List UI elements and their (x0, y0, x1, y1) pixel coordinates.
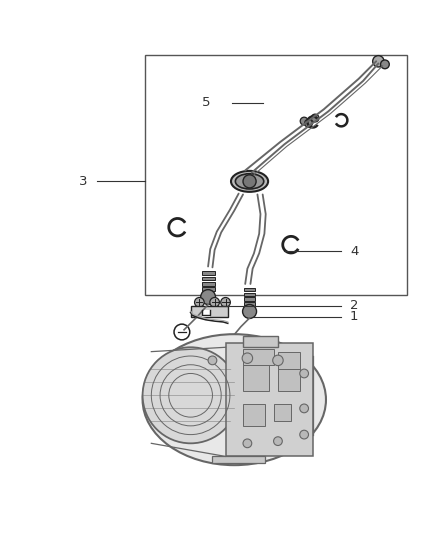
Text: 4: 4 (350, 245, 358, 258)
Bar (243, 404, 265, 426)
Circle shape (311, 114, 319, 122)
Circle shape (243, 175, 256, 188)
Circle shape (210, 297, 219, 307)
Ellipse shape (231, 171, 268, 192)
Bar (201, 282, 215, 286)
Circle shape (242, 353, 253, 364)
Circle shape (243, 439, 252, 448)
Bar (191, 306, 228, 317)
Text: 5: 5 (201, 96, 210, 109)
Circle shape (304, 119, 312, 127)
Circle shape (243, 304, 257, 318)
Bar (244, 302, 255, 306)
Bar (201, 271, 215, 275)
Ellipse shape (235, 174, 264, 189)
Bar (244, 297, 255, 301)
Circle shape (300, 404, 308, 413)
Bar (201, 287, 215, 291)
Bar (278, 352, 300, 369)
Text: 3: 3 (79, 175, 88, 188)
Circle shape (273, 355, 283, 366)
Circle shape (194, 297, 204, 307)
Bar (244, 293, 255, 296)
Circle shape (201, 289, 215, 304)
Bar (226, 343, 313, 456)
Circle shape (300, 430, 308, 439)
Bar (145, 55, 407, 295)
Bar (243, 336, 278, 348)
Bar (244, 288, 255, 292)
Bar (274, 404, 291, 422)
Text: 2: 2 (350, 300, 358, 312)
Ellipse shape (143, 334, 326, 465)
Bar (201, 310, 210, 317)
Circle shape (381, 60, 389, 69)
Circle shape (300, 117, 308, 125)
Circle shape (208, 356, 217, 365)
Circle shape (221, 297, 230, 307)
Ellipse shape (143, 348, 239, 443)
Bar (243, 350, 274, 365)
Bar (278, 369, 300, 391)
Bar (201, 277, 215, 280)
Circle shape (274, 437, 283, 446)
Bar (212, 456, 265, 463)
Circle shape (373, 55, 384, 67)
Text: 1: 1 (350, 310, 358, 323)
Circle shape (300, 369, 308, 378)
Bar (243, 365, 269, 391)
